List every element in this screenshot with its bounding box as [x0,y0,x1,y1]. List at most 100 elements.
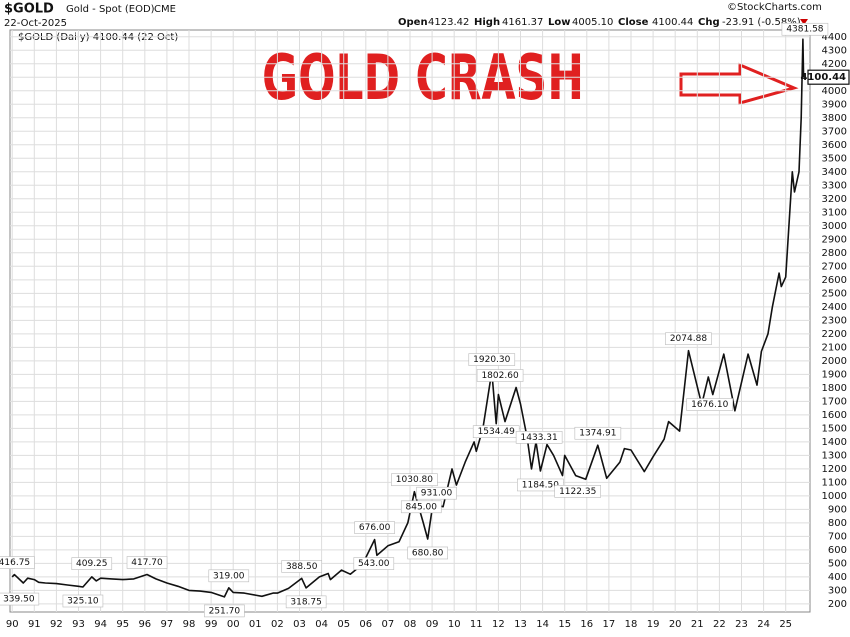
y-tick-label: 3400 [822,167,847,178]
point-label-box [353,557,395,570]
point-label-box [476,369,524,382]
point-label-box [208,569,250,583]
y-tick-label: 800 [828,518,847,529]
point-label: 318.75 [290,597,322,607]
y-tick-label: 3200 [822,194,847,205]
legend: $GOLD (Daily) 4100.44 (22 Oct) [18,32,178,43]
point-label-box [665,332,712,346]
x-tick-label: 14 [536,619,549,630]
x-tick-label: 96 [138,619,151,630]
open: 4123.42 [428,17,469,28]
x-tick-label: 20 [669,619,682,630]
y-tick-label: 3100 [822,207,847,218]
x-tick-label: 24 [757,619,770,630]
point-label: 416.75 [0,558,30,568]
x-tick-label: 93 [72,619,85,630]
point-label: 1030.80 [396,475,433,485]
point-label-box [354,521,395,534]
point-label: 543.00 [358,559,390,569]
x-tick-label: 91 [28,619,41,630]
x-tick-label: 12 [492,619,505,630]
chg-label: Chg [698,17,720,28]
y-tick-label: 1300 [822,450,847,461]
arrow [679,62,799,105]
x-tick-label: 22 [713,619,726,630]
point-label-box [416,486,457,500]
x-tick-label: 17 [603,619,616,630]
point-label: 339.50 [3,595,35,605]
y-tick-label: 2000 [822,356,847,367]
point-label: 1534.49 [478,427,515,437]
point-label-box [515,431,563,444]
y-tick-label: 2200 [822,329,847,340]
point-label: 2074.88 [670,334,707,344]
y-tick-label: 1800 [822,383,847,394]
point-label: 1676.10 [691,400,728,410]
x-tick-label: 04 [315,619,328,630]
y-tick-label: 2500 [822,288,847,299]
x-tick-label: 01 [249,619,262,630]
point-label-box [407,546,448,560]
point-label-box [468,353,516,366]
point-label: 251.70 [209,606,241,616]
point-label: 1920.30 [473,355,510,365]
y-tick-label: 3700 [822,126,847,137]
point-label: 1122.35 [559,487,596,497]
x-tick-label: 02 [271,619,284,630]
point-label-box [781,22,829,36]
x-tick-label: 21 [691,619,704,630]
point-label: 676.00 [359,523,391,533]
name: Gold - Spot (EOD) [66,4,155,15]
point-label-box [400,500,442,514]
y-tick-label: 3500 [822,153,847,164]
y-tick-label: 3000 [822,221,847,232]
y-tick-label: 4200 [822,59,847,70]
point-label: 388.50 [286,562,318,572]
x-tick-label: 09 [426,619,439,630]
x-tick-label: 16 [580,619,593,630]
y-tick-label: 1000 [822,491,847,502]
y-tick-label: 1900 [822,369,847,380]
x-tick-label: 08 [404,619,417,630]
x-tick-label: 97 [161,619,174,630]
y-tick-label: 2700 [822,261,847,272]
low-label: Low [548,17,570,28]
point-label-box [0,592,40,606]
point-label: 4381.58 [786,25,823,35]
x-tick-label: 10 [448,619,461,630]
point-label: 417.70 [131,558,163,568]
x-tick-label: 19 [647,619,660,630]
y-tick-label: 3800 [822,113,847,124]
x-tick-label: 90 [6,619,19,630]
y-tick-label: 300 [828,585,847,596]
y-tick-label: 4300 [822,45,847,56]
point-label-box [204,604,245,618]
x-tick-label: 92 [50,619,63,630]
x-tick-label: 03 [293,619,306,630]
y-tick-label: 2400 [822,302,847,313]
low: 4005.10 [572,17,613,28]
y-tick-label: 3300 [822,180,847,191]
point-label: 1184.50 [522,480,559,490]
y-tick-label: 1500 [822,423,847,434]
x-tick-label: 06 [359,619,372,630]
point-label: 845.00 [406,502,438,512]
y-tick-label: 200 [828,599,847,610]
symbol: $GOLD [4,2,54,17]
y-tick-label: 1100 [822,477,847,488]
y-tick-label: 4000 [822,86,847,97]
exchange: CME [154,4,176,15]
x-tick-label: 11 [470,619,483,630]
price-line [11,38,805,598]
date: 22-Oct-2025 [4,18,67,29]
point-label: 319.00 [213,571,245,581]
point-label: 931.00 [421,489,453,499]
x-tick-label: 25 [779,619,792,630]
y-tick-label: 1400 [822,437,847,448]
y-tick-label: 400 [828,572,847,583]
x-tick-label: 15 [558,619,571,630]
x-tick-label: 94 [94,619,107,630]
y-tick-label: 4400 [822,32,847,43]
credit: ©StockCharts.com [727,2,822,13]
